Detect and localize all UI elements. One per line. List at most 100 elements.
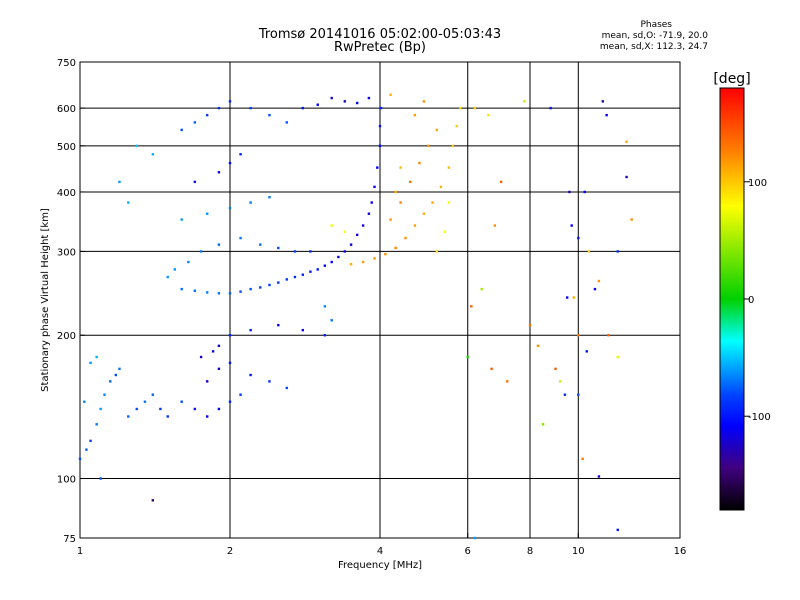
data-point [293, 250, 297, 253]
data-point [99, 477, 102, 480]
data-point [394, 190, 397, 194]
data-point [487, 113, 490, 117]
data-point [536, 344, 540, 348]
data-point [570, 224, 573, 227]
phase-annotation: Phases mean, sd,O: -71.9, 20.0 mean, sd,… [528, 20, 708, 53]
x-tick-label: 2 [227, 546, 233, 557]
x-tick-label: 6 [465, 546, 471, 557]
colorbar-ticks: 100 0 -100 [744, 178, 771, 423]
data-point [277, 323, 280, 327]
data-point [370, 201, 373, 204]
data-point [180, 287, 183, 291]
data-point [568, 190, 571, 194]
data-point [268, 283, 271, 287]
data-point [95, 423, 98, 426]
data-point [199, 355, 203, 359]
data-point [135, 407, 138, 411]
data-point [316, 103, 319, 106]
data-point [373, 185, 376, 189]
data-point [630, 218, 633, 221]
data-point [259, 286, 262, 289]
data-point [239, 290, 242, 293]
data-point [166, 275, 169, 279]
x-axis-label: Frequency [MHz] [338, 560, 422, 571]
data-point [422, 212, 426, 215]
data-point [323, 334, 327, 337]
data-point [343, 100, 347, 103]
data-point [285, 278, 288, 281]
data-point [577, 393, 580, 396]
data-point [549, 106, 552, 110]
data-point [523, 100, 526, 103]
data-point [616, 528, 619, 532]
data-point [217, 344, 221, 348]
data-point [473, 536, 477, 540]
data-point [99, 407, 102, 411]
data-point [151, 153, 155, 156]
data-point [565, 296, 569, 299]
data-point [541, 423, 545, 426]
data-point [217, 106, 221, 110]
data-point [205, 113, 209, 117]
data-point [435, 250, 438, 253]
data-point [355, 233, 359, 237]
data-point [593, 287, 597, 291]
data-point [330, 260, 333, 264]
data-point [447, 201, 451, 204]
data-point [625, 140, 628, 143]
data-point [389, 93, 392, 96]
data-point [193, 407, 197, 411]
data-point [228, 100, 232, 103]
x-axis-ticks: 1 2 4 6 8 10 16 [77, 533, 687, 557]
data-point [85, 448, 88, 451]
data-point [367, 96, 371, 100]
data-point [205, 380, 209, 383]
data-point [193, 180, 197, 184]
data-point [228, 361, 232, 365]
data-point [413, 224, 417, 227]
data-point [439, 185, 443, 189]
data-points [78, 93, 633, 540]
data-point [285, 386, 288, 390]
data-point [572, 296, 576, 299]
data-point [217, 367, 221, 371]
x-tick-label: 10 [572, 546, 585, 557]
y-tick-label: 100 [57, 475, 76, 486]
data-point [277, 246, 280, 250]
y-tick-label: 500 [57, 142, 76, 153]
data-point [409, 180, 412, 184]
data-point [228, 334, 232, 337]
data-point [499, 180, 503, 184]
data-point [373, 257, 376, 260]
data-point [151, 393, 155, 396]
data-point [585, 350, 588, 353]
data-point [528, 323, 532, 327]
data-point [394, 246, 397, 250]
data-point [217, 407, 221, 411]
data-point [239, 393, 242, 396]
data-point [173, 268, 177, 271]
data-point [249, 373, 252, 377]
data-point [597, 475, 601, 478]
data-point [135, 144, 138, 148]
data-point [118, 367, 121, 371]
y-tick-label: 400 [57, 188, 76, 199]
data-point [127, 415, 130, 418]
data-point [268, 380, 271, 383]
colorbar-tick-label: 0 [748, 295, 754, 306]
data-point [249, 287, 252, 291]
data-point [228, 161, 232, 165]
data-point [431, 201, 434, 204]
x-tick-label: 16 [674, 546, 687, 557]
data-point [180, 128, 183, 132]
data-point [293, 275, 297, 279]
data-point [587, 250, 591, 253]
data-point [597, 279, 601, 283]
data-point [193, 121, 197, 124]
colorbar-tick-label: 100 [748, 178, 767, 189]
data-point [455, 124, 458, 128]
data-point [95, 355, 98, 359]
data-point [577, 334, 580, 337]
data-point [601, 100, 605, 103]
